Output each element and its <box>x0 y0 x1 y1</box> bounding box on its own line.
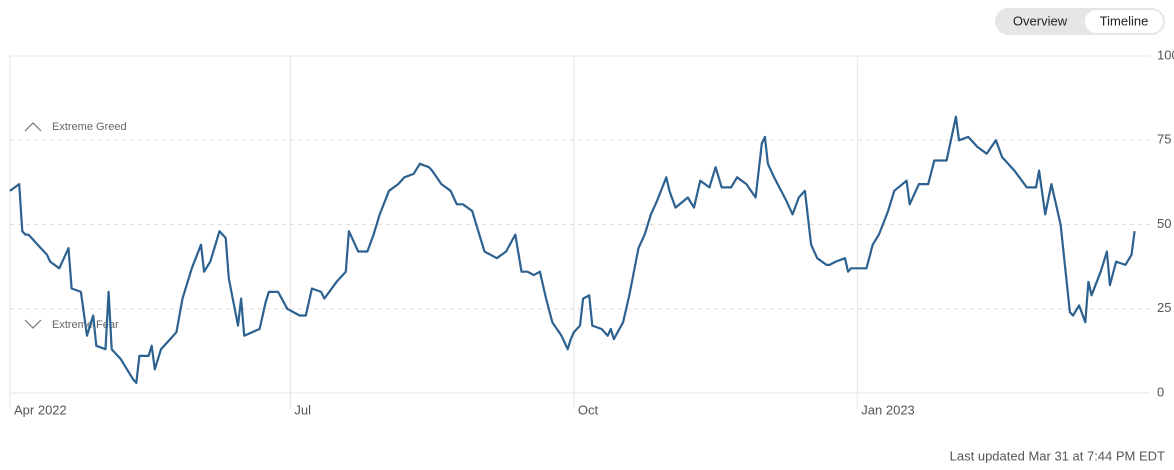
y-tick-label: 100 <box>1157 47 1174 62</box>
greed-icon <box>24 122 42 132</box>
timeline-button[interactable]: Timeline <box>1100 13 1149 28</box>
overview-button[interactable]: Overview <box>1013 13 1068 28</box>
x-tick-label: Jan 2023 <box>861 402 915 417</box>
y-tick-label: 0 <box>1157 384 1164 399</box>
x-tick-label: Oct <box>578 402 599 417</box>
y-tick-label: 50 <box>1157 216 1171 231</box>
y-tick-label: 25 <box>1157 300 1171 315</box>
y-tick-label: 75 <box>1157 132 1171 147</box>
fear-icon <box>24 319 42 329</box>
annotation: Extreme Greed <box>52 121 127 133</box>
toggle-active <box>1085 10 1163 33</box>
x-tick-label: Apr 2022 <box>14 402 67 417</box>
line <box>9 115 1136 384</box>
footer: Last updated Mar 31 at 7:44 PM EDT <box>950 448 1165 463</box>
x-tick-label: Jul <box>294 402 311 417</box>
